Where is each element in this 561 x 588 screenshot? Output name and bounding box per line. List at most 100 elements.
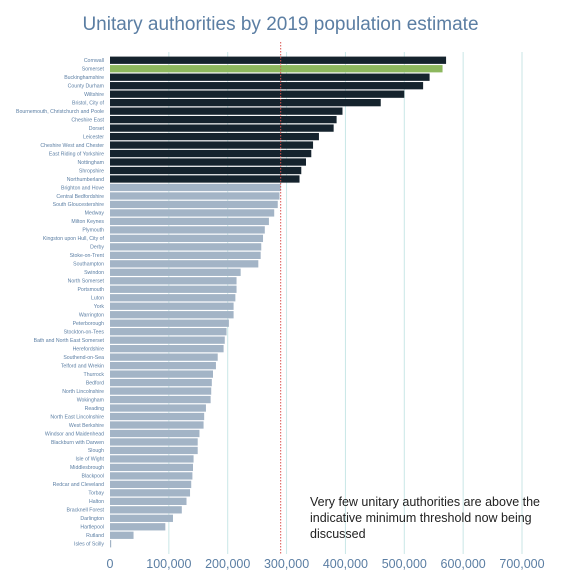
category-label: Cheshire West and Chester [40,143,104,149]
bar [110,251,261,259]
category-label: Bournemouth, Christchurch and Poole [16,109,104,115]
category-label: Luton [91,296,104,302]
bar [110,531,134,539]
x-tick-label: 0 [107,557,114,571]
category-label: Rutland [86,533,104,539]
x-tick-label: 500,000 [382,557,427,571]
category-label: Nottingham [77,160,104,166]
bar [110,260,259,268]
annotation-text: Very few unitary authorities are above t… [310,495,540,541]
category-label: Stockton-on-Tees [64,329,105,335]
bar [110,209,275,217]
category-label: Buckinghamshire [64,75,104,81]
bar [110,328,227,336]
bar [110,353,218,361]
chart-title: Unitary authorities by 2019 population e… [82,14,479,35]
category-label: Blackpool [82,474,105,480]
category-label: Plymouth [82,228,104,234]
category-label: Derby [90,245,104,251]
category-label: North Lincolnshire [62,389,104,395]
category-label: Torbay [88,491,104,497]
category-label: Redcar and Cleveland [53,482,104,488]
category-label: Reading [85,406,104,412]
x-tick-label: 400,000 [323,557,368,571]
bar [110,387,212,395]
bar [110,90,405,98]
bar [110,149,312,158]
bar [110,192,280,200]
bar [110,421,204,429]
bar [110,463,193,472]
category-label: Bracknell Forest [67,508,105,514]
bar [110,243,262,251]
bar [110,540,112,548]
category-label: Brighton and Hove [61,185,104,191]
category-label: Leicester [83,134,104,140]
category-label: Wokingham [77,397,104,403]
bar [110,336,225,344]
bar [110,141,314,149]
bar [110,107,343,115]
bar [110,446,198,455]
bar [110,319,229,327]
bar [110,217,269,226]
bar [110,370,213,378]
category-label: Windsor and Maidenhead [45,431,104,437]
category-label: Kingston upon Hull, City of [43,236,105,242]
category-label: East Riding of Yorkshire [49,151,104,157]
category-labels: Cornwall Somerset Buckinghamshire County Du… [16,58,105,548]
category-label: Isles of Scilly [74,542,104,548]
x-tick-label: 200,000 [205,557,250,571]
category-label: Medway [85,211,105,217]
x-tick-label: 300,000 [264,557,309,571]
bar [110,455,194,463]
category-label: Telford and Wrekin [61,363,104,369]
category-label: Hartlepool [80,525,104,531]
category-label: Bristol, City of [72,100,105,106]
bar [110,82,424,90]
category-label: Darlington [80,516,104,522]
bar [110,115,337,124]
bar [110,489,191,497]
category-label: Milton Keynes [71,219,104,225]
bar [110,183,281,192]
category-label: Cheshire East [71,117,104,123]
category-label: Northumberland [67,177,104,183]
bar [110,99,381,107]
category-label: South Gloucestershire [53,202,104,208]
bar [110,268,241,276]
bars [110,56,447,548]
category-label: Cornwall [84,58,104,64]
bar [110,132,319,141]
bar [110,514,173,522]
category-label: Dorset [89,126,105,132]
bar [110,73,430,81]
bar [110,497,187,505]
x-tick-label: 100,000 [146,557,191,571]
category-label: Thurrock [84,372,105,378]
bar [110,311,234,319]
bar [110,378,212,387]
bar [110,158,306,166]
bar [110,480,192,489]
bar [110,124,334,132]
bar [110,294,236,302]
bar [110,412,205,421]
category-label: York [94,304,105,310]
bar [110,200,278,209]
category-label: Bath and North East Somerset [34,338,105,344]
category-label: Shropshire [79,168,104,174]
category-label: North East Lincolnshire [50,414,104,420]
category-label: West Berkshire [69,423,104,429]
bar [110,285,237,293]
category-label: Bedford [86,380,104,386]
category-label: Stoke-on-Trent [70,253,105,259]
bar [110,226,265,234]
category-label: Southend-on-Sea [63,355,104,361]
category-label: Middlesbrough [70,465,104,471]
bar [110,234,264,243]
bar [110,472,193,480]
category-label: Blackburn with Darwen [51,440,104,446]
category-label: Peterborough [73,321,105,327]
x-axis-tick-labels: 0 100,000 200,000 300,000 400,000 500,000 600,… [107,557,545,571]
